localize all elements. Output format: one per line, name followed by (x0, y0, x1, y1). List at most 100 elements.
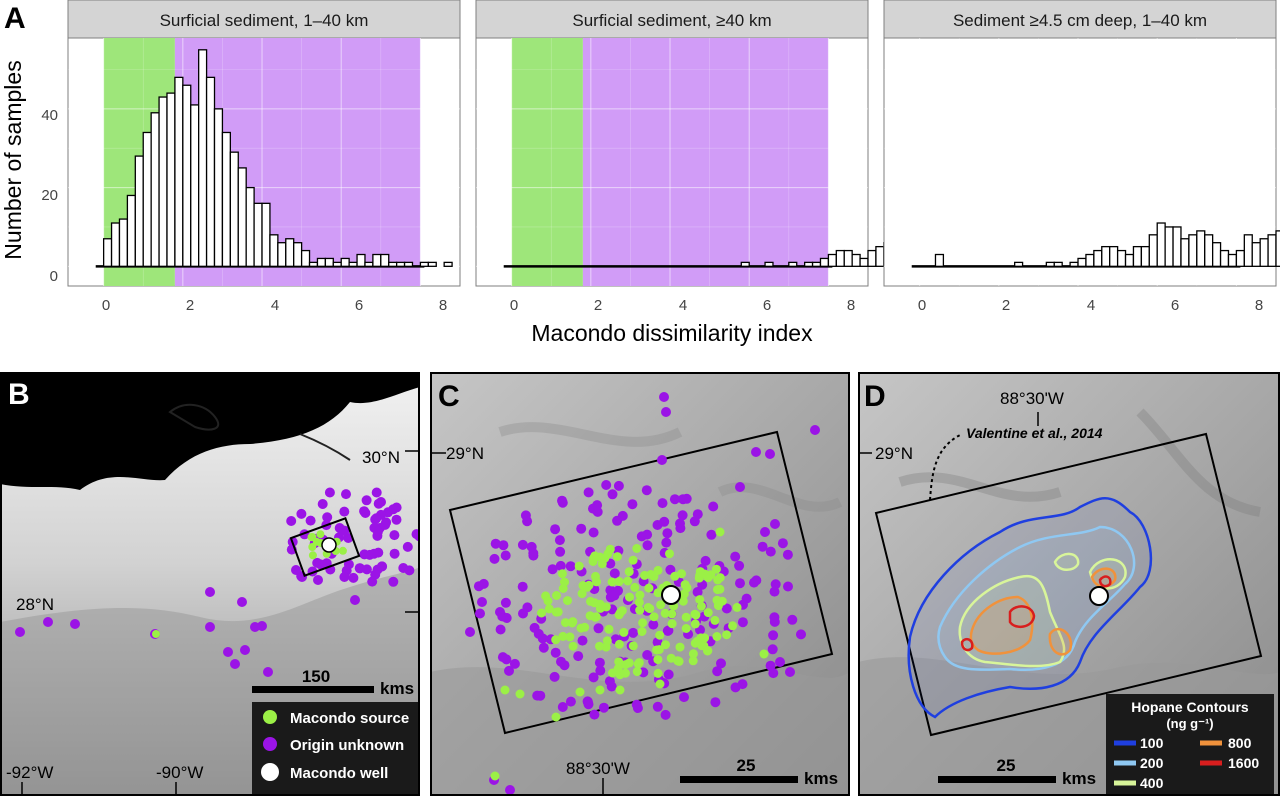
histogram-bar (1188, 234, 1198, 267)
histogram-bar (1180, 238, 1190, 267)
origin-unknown-sample (782, 549, 793, 560)
x-tick-label: 6 (763, 297, 771, 314)
macondo-source-sample (574, 561, 584, 571)
macondo-source-sample (688, 649, 698, 659)
macondo-source-sample (637, 627, 647, 636)
panel-a-histograms: A Number of samples Macondo dissimilarit… (0, 0, 1280, 346)
origin-unknown-sample (700, 555, 711, 566)
origin-unknown-sample (372, 526, 383, 537)
macondo-source-samples (490, 527, 769, 781)
origin-unknown-sample (787, 614, 798, 625)
origin-unknown-sample (369, 548, 380, 559)
macondo-source-sample (563, 596, 572, 606)
macondo-well-marker (321, 537, 337, 553)
origin-unknown-sample (785, 667, 795, 677)
origin-unknown-sample (361, 564, 372, 575)
study-area-outline (874, 432, 1263, 737)
macondo-source-sample (561, 618, 570, 628)
origin-unknown-sample (370, 569, 381, 580)
contour-legend: Hopane Contours (ng g⁻¹) 100 800 200 160… (1106, 694, 1274, 796)
origin-unknown-sample (737, 617, 748, 628)
macondo-source-sample (713, 575, 723, 585)
macondo-source-sample (558, 631, 568, 641)
macondo-source-sample (728, 621, 738, 631)
origin-unknown-sample (760, 527, 770, 537)
macondo-source-sample (653, 668, 663, 678)
origin-unknown-sample (549, 671, 560, 682)
origin-unknown-sample (757, 541, 768, 552)
macondo-source-sample (690, 619, 700, 629)
origin-unknown-sample (373, 498, 384, 509)
facet-title: Surficial sediment, ≥40 km (572, 11, 771, 30)
legend-label-origin-unknown: Origin unknown (290, 737, 404, 754)
origin-unknown-sample (371, 513, 382, 524)
histogram-bar (174, 76, 184, 267)
origin-unknown-sample (509, 658, 520, 669)
macondo-source-sample (308, 533, 317, 541)
histogram-bar (372, 253, 382, 267)
origin-unknown-sample (402, 541, 413, 552)
histogram-bar (300, 249, 311, 267)
origin-unknown-sample (550, 647, 561, 658)
origin-unknown-sample (391, 514, 402, 525)
histogram-bar (395, 261, 406, 267)
histogram-bar (277, 242, 287, 267)
x-tick-label: 0 (918, 297, 926, 314)
contour-legend-units: (ng g⁻¹) (1166, 716, 1213, 731)
origin-unknown-sample (657, 498, 668, 509)
x-tick-label: 2 (594, 297, 602, 314)
histogram-bar (332, 261, 342, 267)
scale-bar (680, 776, 798, 783)
legend-label-macondo-well: Macondo well (290, 765, 388, 782)
origin-unknown-sample (343, 559, 354, 570)
histogram-bar (253, 202, 263, 267)
origin-unknown-sample (588, 527, 599, 538)
origin-unknown-sample (607, 489, 618, 500)
origin-unknown-sample (730, 682, 741, 693)
origin-unknown-sample (598, 702, 609, 713)
macondo-source-sample (681, 612, 691, 622)
macondo-source-sample (308, 543, 317, 551)
origin-unknown-sample (657, 455, 667, 465)
histogram-bar (419, 261, 429, 267)
map-panels: B 30°N 28°N -92°W -90°W 150 kms Macondo … (0, 372, 1280, 796)
x-tick-label: 2 (1002, 297, 1010, 314)
panel-c-frame (430, 372, 850, 796)
macondo-source-sample (670, 571, 680, 581)
panel-b-letter: B (8, 378, 30, 411)
origin-unknown-sample (661, 537, 672, 548)
macondo-source-sample (692, 636, 702, 646)
histogram-bar (1219, 249, 1230, 267)
histogram-bar (198, 49, 208, 267)
histogram-bar (819, 257, 830, 267)
macondo-source-sample (675, 642, 685, 652)
origin-unknown-sample (648, 619, 659, 630)
x-tick-label: 0 (510, 297, 518, 314)
macondo-source-sample (665, 549, 674, 559)
histogram-bar (1132, 245, 1143, 267)
origin-unknown-sample (721, 603, 732, 614)
macondo-source-sample (604, 624, 614, 634)
histogram-bar (142, 131, 152, 267)
origin-unknown-sample (338, 525, 349, 536)
macondo-source-sample (630, 582, 640, 592)
origin-unknown-sample (679, 692, 689, 703)
macondo-source-sample (614, 610, 624, 620)
panel-c-sample-map: C 29°N 88°30'W 25 kms (430, 372, 850, 796)
histogram-bar (867, 249, 877, 267)
scale-bar-unit: kms (804, 769, 838, 788)
macondo-source-sample (700, 633, 710, 643)
origin-unknown-sample (796, 629, 806, 640)
histogram-bar (293, 242, 303, 267)
origin-unknown-sample (681, 493, 692, 504)
histogram-bar (110, 222, 121, 267)
origin-unknown-sample (341, 489, 351, 500)
origin-unknown-sample (595, 665, 606, 676)
origin-unknown-sample (517, 581, 528, 592)
macondo-source-sample (711, 564, 721, 574)
macondo-source-sample (655, 679, 665, 689)
origin-unknown-sample (520, 510, 531, 521)
macondo-source-sample (674, 656, 684, 666)
origin-unknown-sample (286, 516, 297, 526)
origin-unknown-sample (712, 666, 723, 677)
